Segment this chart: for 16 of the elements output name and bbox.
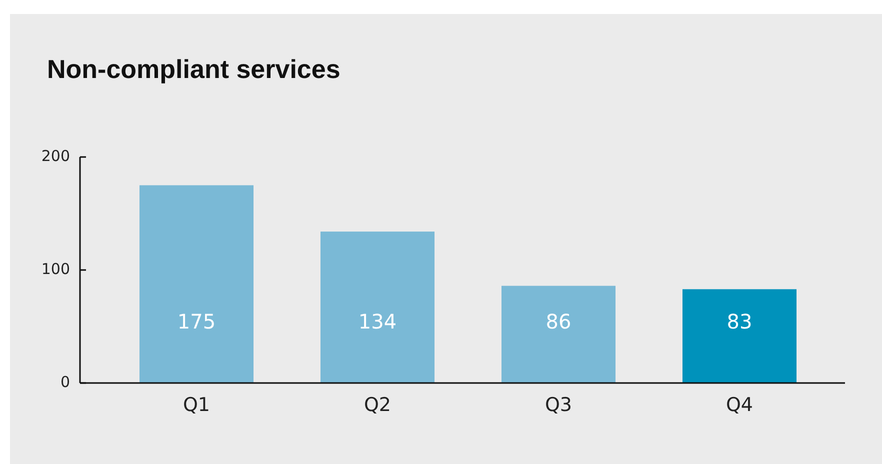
bar — [320, 232, 435, 383]
x-tick-label: Q1 — [182, 394, 210, 416]
x-tick-label: Q4 — [726, 394, 754, 416]
y-tick-label: 100 — [41, 260, 70, 278]
bar — [682, 289, 797, 383]
x-tick-label: Q2 — [364, 394, 392, 416]
y-tick-label: 200 — [41, 147, 70, 166]
bar — [501, 286, 616, 383]
data-label: 134 — [358, 309, 397, 334]
bar — [139, 185, 254, 383]
data-label: 83 — [726, 309, 752, 334]
y-tick-label: 0 — [60, 373, 70, 392]
x-tick-label: Q3 — [544, 394, 572, 416]
data-label: 86 — [546, 309, 572, 334]
data-label: 175 — [177, 309, 216, 334]
chart-title: Non-compliant services — [47, 54, 340, 84]
